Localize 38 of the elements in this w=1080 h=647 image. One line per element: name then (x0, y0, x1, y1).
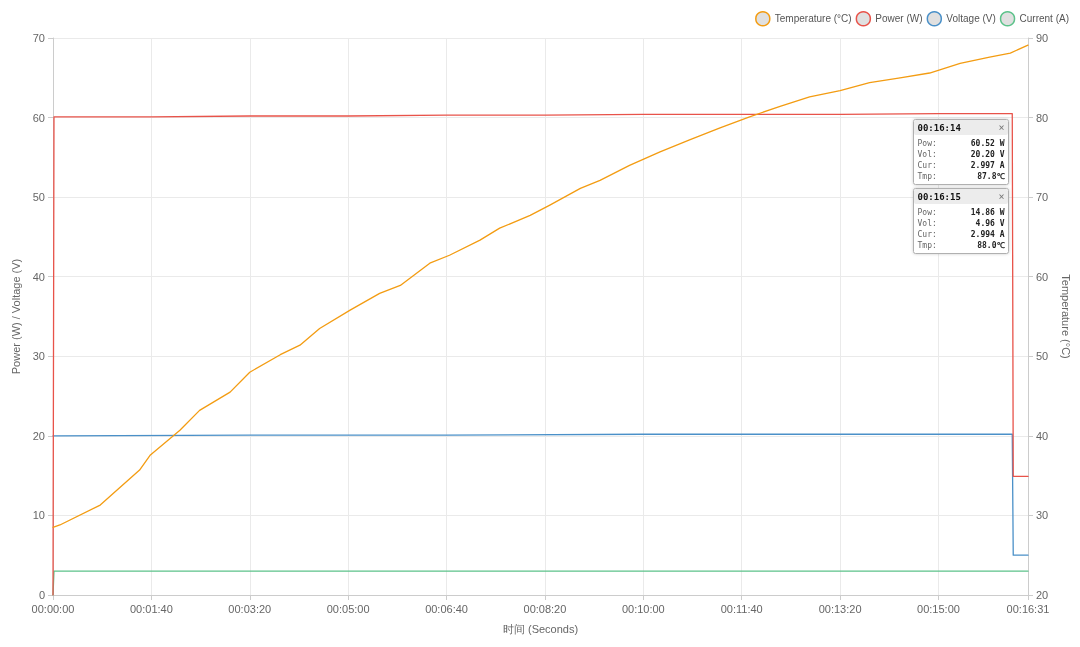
x-tick-label: 00:10:00 (621, 602, 665, 615)
x-tick-label: 00:01:40 (129, 602, 173, 615)
x-axis-title: 时间 (Seconds) (502, 622, 579, 635)
text: 00:16:14 × Pow: 60.52 W Vol: 20.20 V Cur: 2.997 A Tmp: 87.8℃ (917, 122, 1005, 181)
x-tick-label: 00:06:40 (425, 602, 468, 615)
line-series (52, 44, 1029, 529)
y-tick-label: 0 (38, 589, 45, 601)
y-tick-label: 60 (32, 111, 45, 124)
x-tick-label: 00:11:40 (720, 602, 763, 615)
y2-tick-label: 60 (1036, 270, 1049, 283)
y-tick-label: 70 (32, 32, 45, 44)
y2-tick-label: 20 (1036, 589, 1049, 601)
x-tick-label: 00:16:31 (1006, 602, 1050, 615)
y2-tick-label: 70 (1036, 191, 1049, 204)
legend-label: Temperature (°C) (774, 13, 852, 25)
x-tick-label: 00:00:00 (31, 602, 75, 615)
x-tick-label: 00:15:00 (917, 602, 960, 615)
y2-tick-label: 40 (1036, 429, 1049, 442)
y-tick-label: 30 (32, 350, 45, 363)
y2-tick-label: 80 (1036, 111, 1049, 124)
y-tick-label: 40 (32, 270, 45, 283)
text: 00:16:15 × Pow: 14.86 W Vol: 4.96 V Cur: 2.994 A Tmp: 88.0℃ (917, 191, 1005, 250)
x-tick-label: 00:13:20 (818, 602, 862, 615)
y-tick-label: 50 (32, 191, 45, 204)
y-tick-label: 20 (32, 429, 45, 442)
y2-tick-label: 50 (1036, 350, 1049, 363)
y2-tick-label: 90 (1036, 32, 1049, 44)
legend-label: Power (W) (875, 13, 923, 25)
legend-label: Current (A) (1019, 13, 1069, 25)
y-tick-label: 10 (32, 509, 45, 522)
y-axis-title: Power (W) / Voltage (V) (9, 258, 22, 375)
x-tick-label: 00:08:20 (523, 602, 567, 615)
line-series (52, 433, 1029, 556)
x-tick-label: 00:03:20 (228, 602, 272, 615)
y2-tick-label: 30 (1036, 509, 1049, 522)
legend-label: Voltage (V) (946, 13, 996, 25)
y2-axis-title: Temperature (°C) (1059, 274, 1072, 359)
x-tick-label: 00:05:00 (326, 602, 370, 615)
